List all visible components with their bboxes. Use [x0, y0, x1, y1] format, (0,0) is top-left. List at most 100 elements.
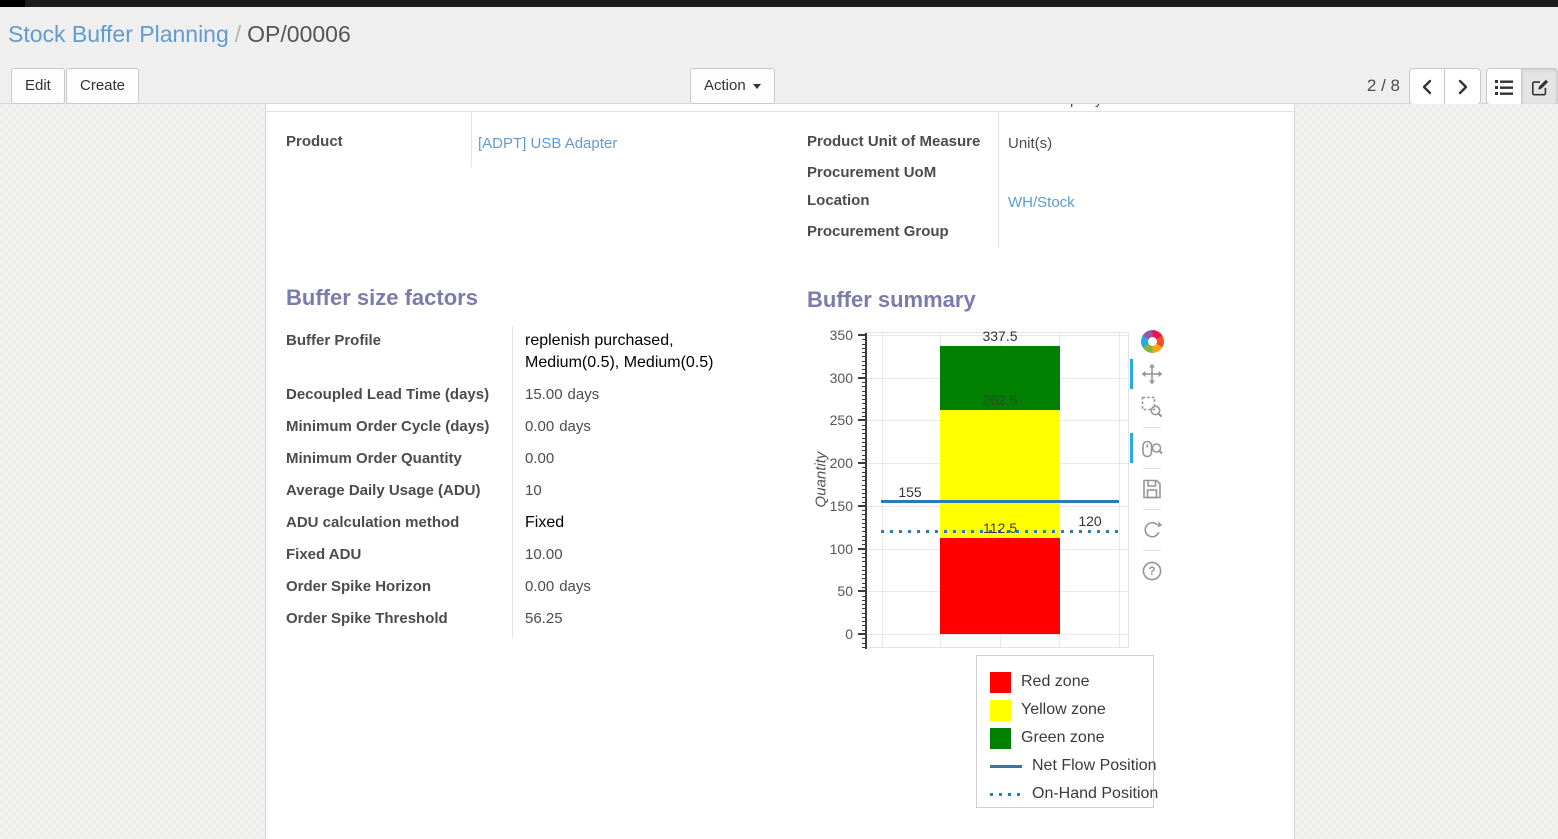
content-area: YourCompany Product [ADPT] USB Adapter P… [0, 104, 1558, 839]
y-minor-tick [862, 540, 866, 542]
field-value-product-uom: Unit(s) [1008, 135, 1053, 152]
svg-text:?: ? [1148, 566, 1155, 578]
field-value-adu: 10 [525, 482, 542, 499]
field-label-procurement-uom: Procurement UoM [807, 164, 937, 181]
y-minor-tick [862, 604, 866, 606]
chevron-left-icon [1422, 79, 1432, 94]
y-minor-tick [862, 646, 866, 648]
list-view-button[interactable] [1486, 68, 1522, 105]
y-minor-tick [862, 433, 866, 435]
breadcrumb: Stock Buffer Planning / OP/00006 [8, 21, 351, 48]
y-minor-tick [862, 381, 866, 383]
y-tick-label: 350 [829, 327, 853, 343]
y-minor-tick [862, 454, 866, 456]
field-label-spike-threshold: Order Spike Threshold [286, 610, 448, 627]
field-value-location-link[interactable]: WH/Stock [1008, 194, 1075, 211]
box-zoom-tool-button[interactable] [1139, 394, 1165, 420]
chart-value-label: 262.5 [982, 391, 1018, 408]
help-tool-button[interactable]: ? [1139, 558, 1165, 584]
y-minor-tick [862, 497, 866, 499]
y-minor-tick [862, 386, 866, 388]
pager-next-button[interactable] [1445, 68, 1481, 105]
field-row: Decoupled Lead Time (days) 15.00 days [286, 384, 772, 406]
field-label-fixed-adu: Fixed ADU [286, 546, 362, 563]
y-minor-tick [862, 595, 866, 597]
action-dropdown-button[interactable]: Action [690, 68, 775, 104]
legend-item: On-Hand Position [990, 780, 1158, 808]
legend-item: Net Flow Position [990, 752, 1157, 780]
legend-item: Red zone [990, 668, 1153, 696]
save-icon [1143, 479, 1161, 499]
y-minor-tick [862, 557, 866, 559]
save-tool-button[interactable] [1139, 476, 1165, 502]
box-zoom-icon [1141, 396, 1163, 418]
y-minor-tick [862, 531, 866, 533]
y-major-tick [858, 504, 866, 507]
field-value-spike-threshold: 56.25 [525, 610, 563, 627]
wheel-zoom-icon [1142, 440, 1163, 458]
y-axis-line [865, 333, 867, 649]
edit-button[interactable]: Edit [11, 68, 65, 104]
field-label-min-order-qty: Minimum Order Quantity [286, 450, 462, 467]
y-minor-tick [862, 364, 866, 366]
field-value-dlt: 15.00 [525, 386, 563, 403]
y-minor-tick [862, 437, 866, 439]
y-minor-tick [862, 488, 866, 490]
x-gridline [882, 333, 883, 647]
section-title-buffer-summary: Buffer summary [807, 287, 976, 312]
breadcrumb-parent-link[interactable]: Stock Buffer Planning [8, 21, 229, 47]
y-minor-tick [862, 565, 866, 567]
y-minor-tick [862, 352, 866, 354]
form-edit-icon [1531, 79, 1548, 95]
field-row: Minimum Order Quantity 0.00 [286, 448, 772, 470]
y-minor-tick [862, 467, 866, 469]
bokeh-logo-icon[interactable] [1139, 328, 1165, 354]
y-minor-tick [862, 561, 866, 563]
field-label-adu: Average Daily Usage (ADU) [286, 482, 481, 499]
chart-value-label: 155 [898, 483, 922, 500]
pan-tool-button[interactable] [1130, 359, 1165, 389]
bokeh-toolbar: ? [1130, 328, 1167, 591]
y-minor-tick [862, 471, 866, 473]
y-minor-tick [862, 360, 866, 362]
y-minor-tick [862, 480, 866, 482]
view-switcher-group [1486, 68, 1558, 105]
y-gridline [867, 634, 1128, 635]
y-tick-label: 300 [829, 369, 853, 386]
field-row: Average Daily Usage (ADU) 10 [286, 480, 772, 502]
field-value-product-link[interactable]: [ADPT] USB Adapter [478, 135, 618, 152]
y-minor-tick [862, 544, 866, 546]
legend-label: Yellow zone [1021, 701, 1106, 718]
y-minor-tick [862, 514, 866, 516]
y-gridline [867, 335, 1128, 336]
wheel-zoom-tool-button[interactable] [1130, 433, 1165, 463]
pager-previous-button[interactable] [1409, 68, 1445, 105]
y-major-tick [858, 590, 866, 593]
field-label-dlt: Decoupled Lead Time (days) [286, 386, 490, 403]
y-tick-label: 200 [829, 455, 853, 472]
create-button[interactable]: Create [66, 68, 140, 104]
field-value-spike-horizon: 0.00 [525, 578, 555, 595]
y-minor-tick [862, 411, 866, 413]
field-value-min-order-cycle: 0.00 [525, 418, 555, 435]
field-row: Order Spike Threshold 56.25 [286, 608, 772, 630]
y-minor-tick [862, 612, 866, 614]
chart-plot-area[interactable]: 337.5 262.5 112.5 155 120 0 50 100 150 200 250 300 3… [813, 327, 1129, 649]
legend-label: Red zone [1021, 673, 1090, 690]
form-view-button[interactable] [1522, 68, 1558, 105]
toolbar-separator [1143, 509, 1161, 510]
y-tick-label: 50 [837, 583, 853, 600]
y-minor-tick [862, 407, 866, 409]
cell-divider [512, 326, 513, 638]
field-value-adu-method-link[interactable]: Fixed [525, 514, 565, 531]
toolbar-separator [1143, 427, 1161, 428]
y-minor-tick [862, 625, 866, 627]
y-minor-tick [862, 587, 866, 588]
y-major-tick [858, 334, 866, 336]
field-value-buffer-profile-link[interactable]: replenish purchased, Medium(0.5), Medium… [525, 332, 714, 371]
field-group-right: Product Unit of Measure Unit(s) Procurem… [807, 111, 1293, 248]
reset-tool-button[interactable] [1139, 517, 1165, 543]
y-minor-tick [862, 642, 866, 644]
y-tick-label: 0 [845, 626, 853, 642]
active-tool-indicator [1130, 433, 1133, 463]
